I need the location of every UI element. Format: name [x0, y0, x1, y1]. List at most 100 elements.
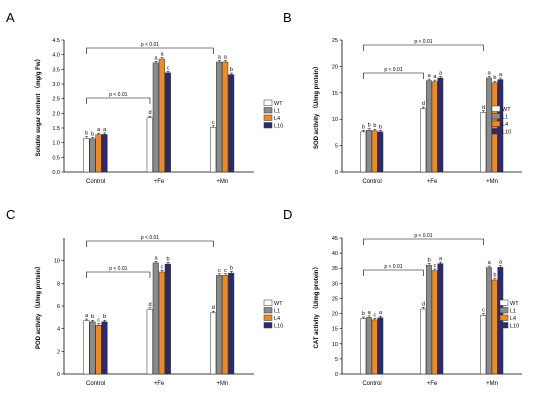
bar [222, 275, 229, 375]
bar [101, 321, 108, 375]
y-tick-label: 1.5 [52, 126, 60, 132]
legend-label: WT [510, 301, 519, 307]
significance-letter: a [154, 55, 158, 61]
y-tick-label: 10 [332, 342, 338, 348]
significance-letter: c [433, 263, 436, 269]
panel-letter: A [6, 10, 15, 25]
y-tick-label: 8 [57, 281, 60, 287]
panel-c: C 0 2 4 6 8 10 POD activity （U/mg protein） Contr… [6, 207, 283, 387]
y-axis-label: Soluble sugar content （mg/g Fw） [34, 55, 42, 156]
significance-bracket [86, 97, 151, 104]
category-label: +Mn [486, 381, 498, 387]
significance-letter: b [493, 272, 496, 278]
y-tick-label: 15 [332, 327, 338, 333]
bar [480, 315, 487, 375]
legend-label: L1 [274, 109, 280, 115]
y-tick-label: 10 [54, 259, 60, 265]
panel-letter: D [283, 207, 292, 222]
significance-letter: b [362, 311, 365, 317]
significance-letter: d [422, 101, 425, 107]
legend-swatch [263, 299, 273, 306]
bar [146, 117, 153, 173]
significance-letter: d [482, 105, 485, 111]
bar [152, 262, 159, 375]
significance-letter: c [212, 120, 215, 126]
significance-letter: a [439, 256, 443, 262]
bar [158, 58, 165, 173]
y-tick-label: 4 [57, 327, 60, 333]
bar [158, 271, 165, 375]
significance-letter: b [428, 258, 431, 264]
y-tick-label: 1.0 [52, 141, 60, 147]
y-tick-label: 0 [335, 170, 338, 176]
legend-swatch [263, 307, 273, 314]
bar [216, 61, 223, 173]
bar [228, 74, 235, 173]
legend-label: L10 [502, 130, 511, 136]
bar [420, 108, 427, 173]
significance-letter: c [218, 268, 221, 274]
bar [164, 72, 171, 173]
y-tick-label: 10 [332, 117, 338, 123]
significance-bracket [363, 44, 484, 51]
significance-letter: c [161, 264, 164, 270]
y-tick-label: 35 [332, 266, 338, 272]
bar [89, 321, 96, 375]
legend-swatch [499, 322, 509, 329]
significance-letter: a [368, 310, 372, 316]
y-tick-label: 0.0 [52, 170, 60, 176]
bar [366, 317, 372, 375]
y-tick-label: 3.5 [52, 67, 60, 73]
bar [95, 325, 102, 375]
legend-swatch [499, 307, 509, 314]
significance-letter: a [97, 127, 101, 133]
legend-swatch [263, 114, 273, 121]
y-axis-label: CAT activity （U/mg protein） [312, 264, 320, 349]
legend-label: L1 [274, 309, 280, 315]
significance-letter: b [368, 123, 371, 129]
significance-letter: a [488, 70, 492, 76]
bar [420, 308, 427, 375]
legend-swatch [491, 120, 501, 127]
significance-bracket [86, 271, 151, 278]
significance-letter: a [499, 72, 503, 78]
category-label: Control [86, 381, 105, 387]
bar [360, 318, 367, 375]
y-tick-label: 25 [332, 296, 338, 302]
significance-letter: b [373, 123, 376, 129]
y-tick-label: 30 [332, 281, 338, 287]
significance-bracket [86, 47, 214, 54]
significance-letter: b [103, 314, 106, 320]
y-tick-label: 45 [332, 236, 338, 242]
legend-swatch [491, 128, 501, 135]
category-label: +Fe [427, 381, 438, 387]
bar [95, 134, 102, 173]
y-tick-label: 20 [332, 312, 338, 318]
panel-letter: C [6, 207, 15, 222]
bar [216, 275, 223, 375]
legend-label: L10 [274, 124, 283, 130]
bar [146, 309, 153, 375]
bar [426, 264, 432, 375]
bar [371, 130, 378, 173]
legend-label: WT [274, 101, 283, 107]
bar [360, 131, 367, 173]
y-axis-label: POD activity （U/mg protein） [34, 263, 42, 349]
panel-letter: B [283, 10, 292, 25]
significance-letter: b [230, 266, 233, 272]
y-tick-label: 4.0 [52, 53, 60, 59]
significance-letter: a [499, 260, 503, 266]
legend-swatch [499, 314, 509, 321]
bar [437, 77, 444, 173]
legend-swatch [491, 105, 501, 112]
significance-bracket [363, 269, 424, 276]
legend-label: L1 [502, 115, 508, 121]
significance-letter: a [488, 260, 492, 266]
bar [491, 279, 498, 375]
category-label: +Fe [154, 381, 165, 387]
bar [83, 138, 90, 173]
bar [228, 272, 235, 375]
y-tick-label: 0 [57, 372, 60, 378]
bracket-label: p < 0.01 [414, 39, 432, 45]
